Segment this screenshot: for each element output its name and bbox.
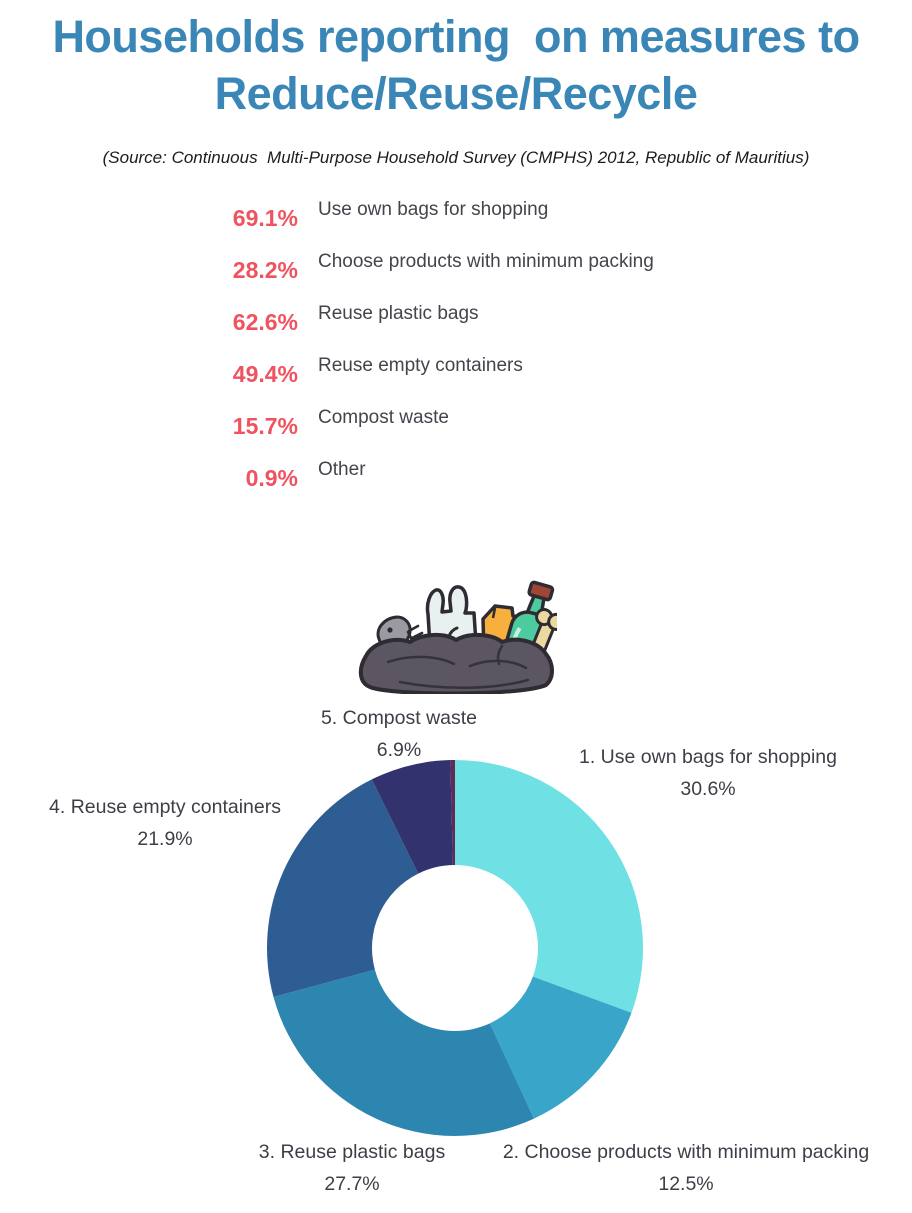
donut-label-pct: 12.5% (658, 1173, 714, 1195)
donut-label-text: 1. Use own bags for shopping (579, 746, 837, 768)
stat-value: 69.1% (232, 204, 298, 231)
measures-list: 69.1% Use own bags for shopping 28.2% Ch… (148, 188, 654, 500)
stat-label: Compost waste (318, 407, 449, 428)
donut-label-text: 2. Choose products with minimum packing (502, 1141, 870, 1163)
stat-row: 0.9% Other (148, 448, 654, 500)
donut-chart (260, 753, 650, 1143)
donut-slice (455, 760, 643, 1013)
page-title-line2: Reduce/Reuse/Recycle (214, 68, 698, 119)
stat-label: Use own bags for shopping (318, 199, 549, 220)
stat-label: Choose products with minimum packing (318, 251, 654, 272)
donut-label-pct: 27.7% (324, 1173, 380, 1195)
stat-row: 28.2% Choose products with minimum packi… (148, 240, 654, 292)
stat-row: 49.4% Reuse empty containers (148, 344, 654, 396)
donut-slice (489, 976, 632, 1119)
stat-row: 69.1% Use own bags for shopping (148, 188, 654, 240)
donut-label-pct: 21.9% (137, 828, 193, 850)
stat-value: 15.7% (232, 412, 298, 439)
trash-bag-illustration (352, 546, 566, 696)
donut-label-choose-products: 2. Choose products with minimum packing … (503, 1136, 869, 1200)
donut-label-reuse-empty-containers: 4. Reuse empty containers 21.9% (49, 791, 281, 855)
page-title-line1: Households reporting on measures to (52, 11, 860, 62)
source-note: (Source: Continuous Multi-Purpose Househ… (102, 148, 810, 167)
donut-slice (371, 760, 453, 874)
stat-label: Other (318, 459, 366, 480)
donut-label-pct: 30.6% (680, 778, 736, 800)
donut-label-text: 4. Reuse empty containers (49, 796, 281, 818)
trash-bag-icon (358, 580, 566, 696)
stat-value: 62.6% (232, 308, 298, 335)
donut-label-text: 3. Reuse plastic bags (258, 1141, 446, 1163)
donut-label-use-own-bags: 1. Use own bags for shopping 30.6% (579, 741, 837, 805)
stat-label: Reuse plastic bags (318, 303, 479, 324)
stat-value: 0.9% (245, 464, 298, 491)
stat-label: Reuse empty containers (318, 355, 523, 376)
donut-label-compost-waste: 5. Compost waste 6.9% (321, 702, 477, 766)
stat-row: 15.7% Compost waste (148, 396, 654, 448)
donut-label-text: 5. Compost waste (320, 707, 478, 729)
donut-label-pct: 6.9% (376, 739, 422, 761)
stat-value: 28.2% (232, 256, 298, 283)
donut-label-reuse-plastic-bags: 3. Reuse plastic bags 27.7% (259, 1136, 445, 1200)
stat-row: 62.6% Reuse plastic bags (148, 292, 654, 344)
donut-slice (273, 969, 534, 1136)
donut-slice (450, 760, 455, 866)
page-title: Households reporting on measures to Redu… (0, 8, 912, 122)
stat-value: 49.4% (232, 360, 298, 387)
donut-slice (267, 779, 419, 998)
